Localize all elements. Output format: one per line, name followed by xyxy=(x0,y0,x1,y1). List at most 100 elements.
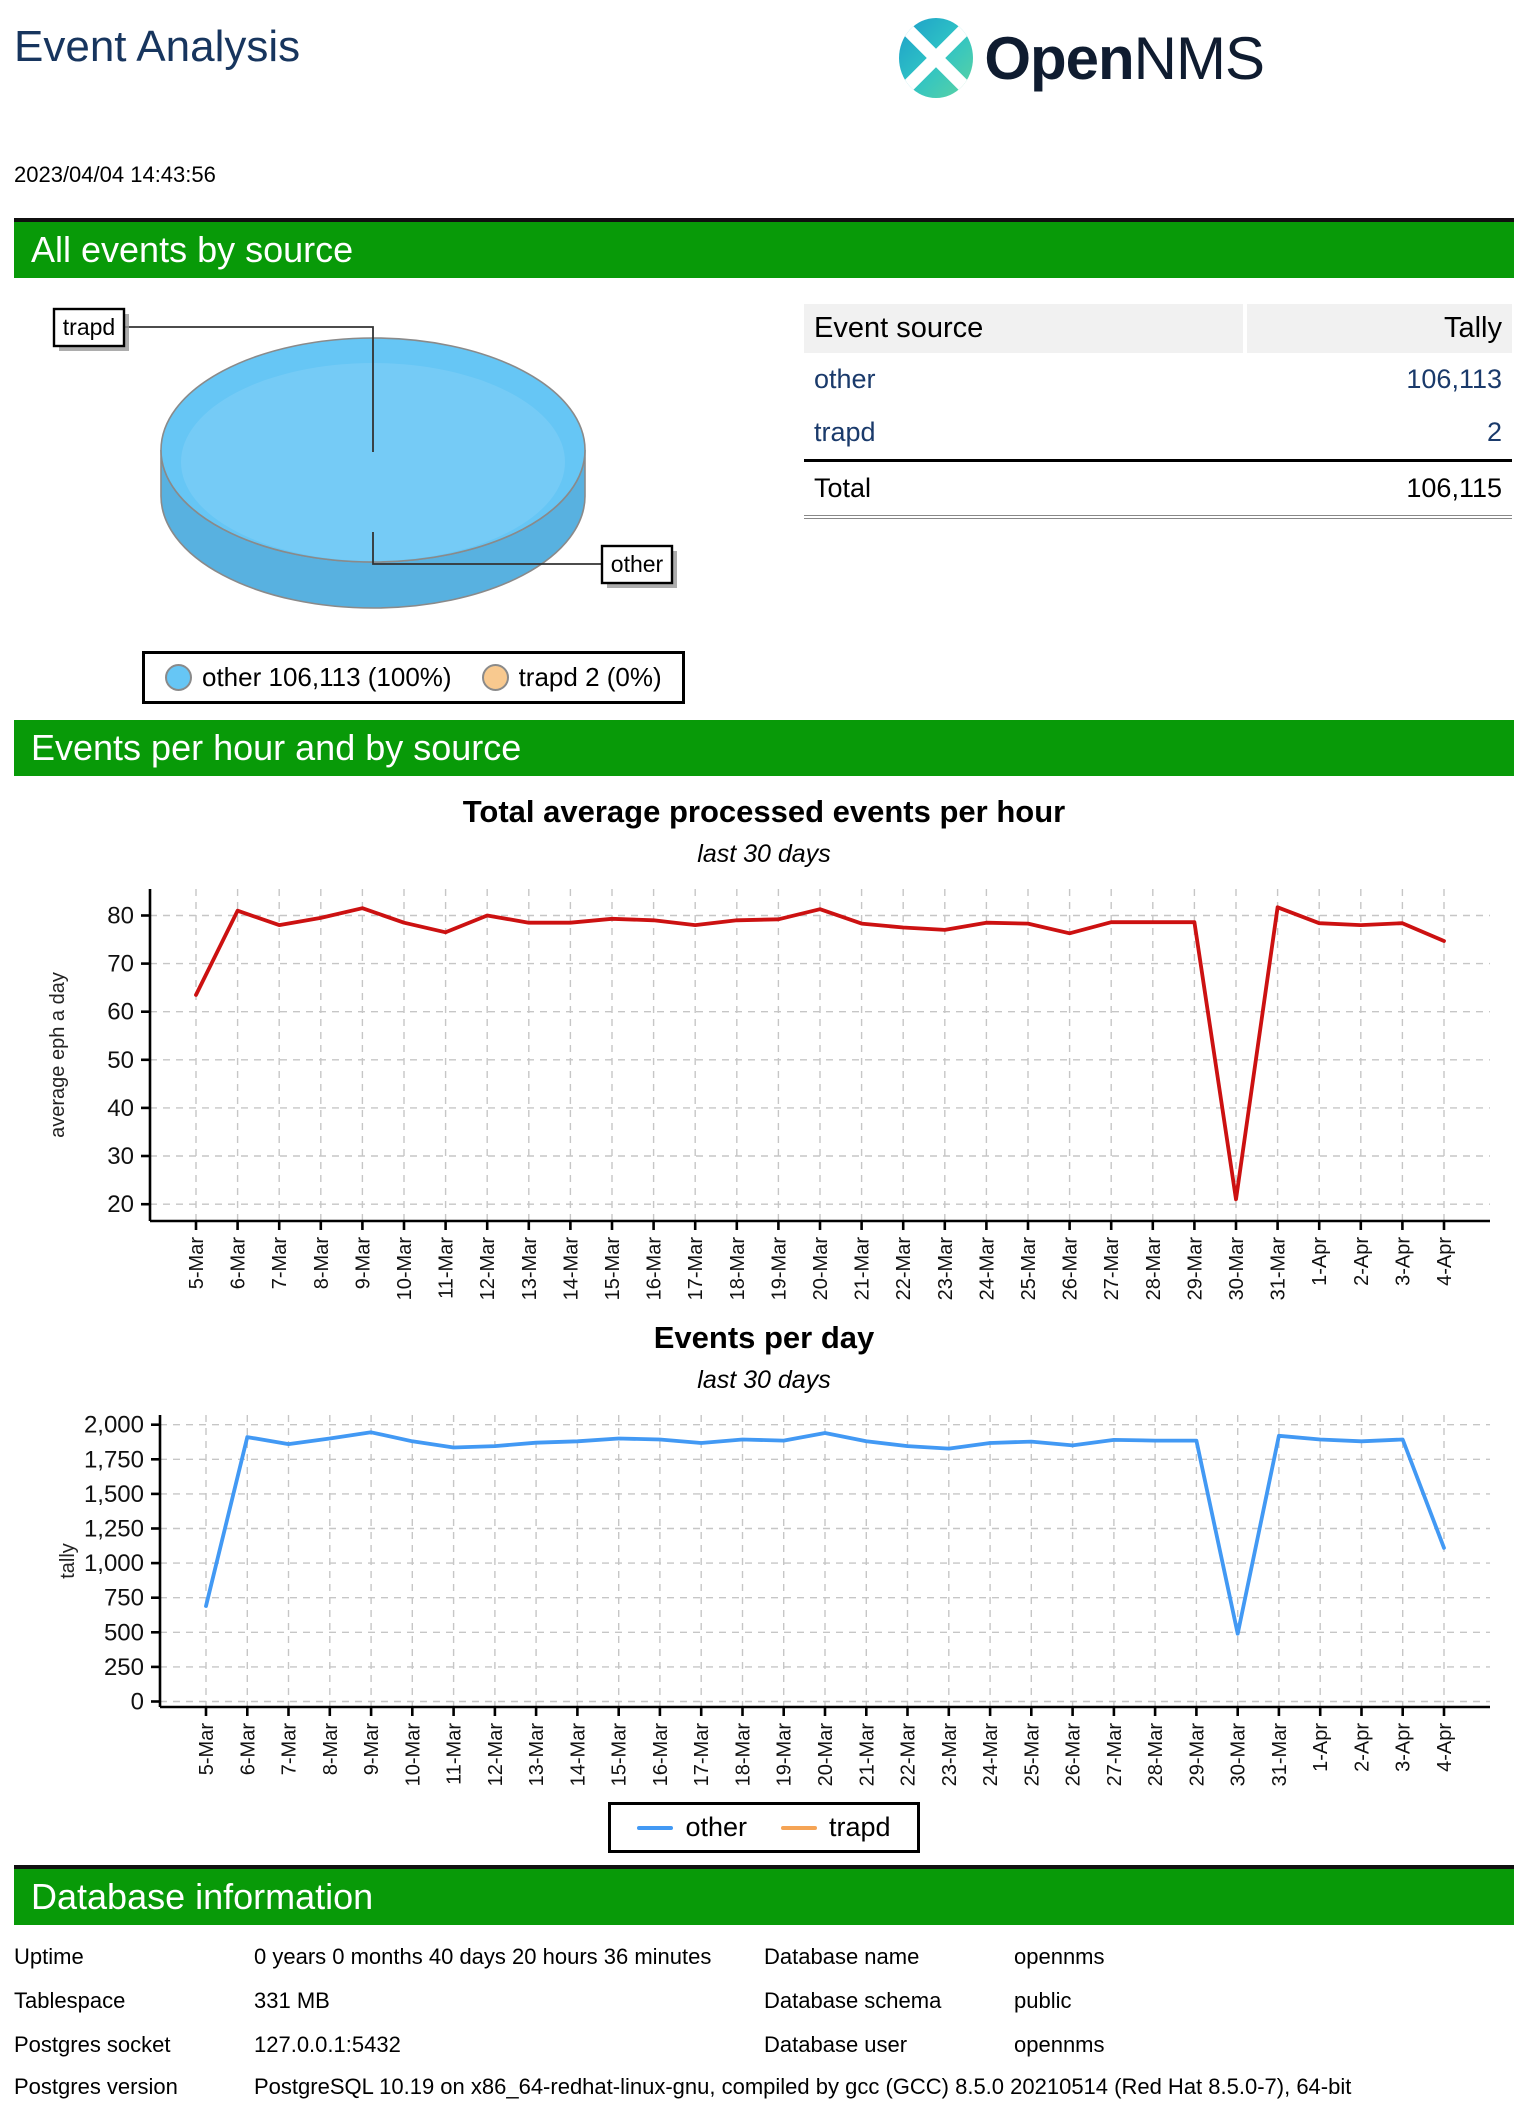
pie-top-highlight xyxy=(181,363,565,561)
x-tick-label: 7-Mar xyxy=(269,1237,291,1290)
epd-chart-title: Events per day xyxy=(653,1320,875,1355)
event-source-cell: other xyxy=(814,364,876,394)
x-tick-label: 29-Mar xyxy=(1186,1723,1208,1787)
x-tick-label: 11-Mar xyxy=(436,1237,458,1299)
event-source-cell: trapd xyxy=(814,417,876,447)
section-banner-database-information: Database information xyxy=(14,1865,1514,1925)
x-tick-label: 22-Mar xyxy=(893,1237,915,1301)
x-tick-label: 2-Apr xyxy=(1351,1237,1373,1286)
x-tick-label: 1-Apr xyxy=(1310,1723,1332,1772)
x-tick-label: 3-Apr xyxy=(1393,1723,1415,1772)
table-row: trapd 2 xyxy=(804,406,1512,461)
line-legend-swatch-icon xyxy=(637,1825,674,1830)
x-tick-label: 8-Mar xyxy=(311,1237,333,1290)
x-tick-label: 12-Mar xyxy=(477,1237,499,1301)
other-callout-line xyxy=(372,532,602,565)
total-tally-cell: 106,115 xyxy=(1245,459,1512,519)
postgres-version-label: Postgres version xyxy=(14,2074,178,2099)
db-info-label: Database name xyxy=(764,1944,920,1969)
x-tick-label: 9-Mar xyxy=(352,1237,374,1290)
events-per-day-legend: other trapd xyxy=(608,1802,920,1853)
y-tick-label: 20 xyxy=(107,1191,134,1218)
y-tick-label: 80 xyxy=(107,903,134,930)
x-tick-label: 21-Mar xyxy=(856,1723,878,1787)
x-tick-label: 28-Mar xyxy=(1143,1237,1165,1301)
db-info-value: opennms xyxy=(1014,2032,1105,2057)
pie-chart-area: trapd other other 106,113 (100%) trapd 2 … xyxy=(14,292,804,704)
x-tick-label: 26-Mar xyxy=(1063,1723,1085,1787)
y-tick-label: 250 xyxy=(104,1654,144,1681)
db-info-row: Database name opennms xyxy=(764,1935,1514,1979)
x-tick-label: 4-Apr xyxy=(1434,1723,1456,1772)
trapd-callout-label: trapd xyxy=(63,314,115,340)
table-row: other 106,113 xyxy=(804,353,1512,406)
y-tick-label: 1,500 xyxy=(84,1481,144,1508)
report-timestamp: 2023/04/04 14:43:56 xyxy=(14,162,216,187)
epd-chart-block: Events per day last 30 days 0 250 500 750 1,… xyxy=(14,1320,1514,1853)
pie-legend-item: other 106,113 (100%) xyxy=(165,662,452,693)
db-info-value: 0 years 0 months 40 days 20 hours 36 min… xyxy=(254,1944,712,1969)
trapd-callout-box xyxy=(52,307,126,348)
x-tick-label: 6-Mar xyxy=(237,1723,259,1776)
x-tick-label: 7-Mar xyxy=(279,1723,301,1776)
x-tick-label: 17-Mar xyxy=(691,1723,713,1787)
y-tick-label: 70 xyxy=(107,951,134,978)
events-per-hour-svg: 20 30 40 50 60 70 80 5-Mar 6-Mar 7-Mar 8-Mar 9-Mar 1… xyxy=(47,889,1490,1301)
report-header: Event Analysis OpenNMS xyxy=(14,0,1514,128)
x-tick-label: 13-Mar xyxy=(526,1723,548,1787)
db-info-row: Uptime 0 years 0 months 40 days 20 hours … xyxy=(14,1935,764,1979)
y-tick-label: 0 xyxy=(131,1689,144,1716)
x-tick-label: 14-Mar xyxy=(567,1723,589,1787)
epd-chart-subtitle: last 30 days xyxy=(697,1366,831,1394)
x-tick-label: 15-Mar xyxy=(609,1723,631,1787)
line-legend-swatch-icon xyxy=(781,1825,817,1830)
x-tick-label: 28-Mar xyxy=(1145,1723,1167,1787)
pie-legend-label: other 106,113 (100%) xyxy=(202,662,452,692)
event-source-pie-chart: trapd other xyxy=(52,307,677,609)
db-info-value: public xyxy=(1014,1988,1072,2013)
section-banner-all-events-by-source: All events by source xyxy=(14,218,1514,278)
x-tick-label: 21-Mar xyxy=(852,1237,874,1301)
db-info-value: 127.0.0.1:5432 xyxy=(254,2032,401,2057)
tally-cell: 2 xyxy=(1486,417,1502,447)
x-tick-label: 31-Mar xyxy=(1269,1723,1291,1787)
x-tick-label: 30-Mar xyxy=(1228,1723,1250,1787)
x-tick-label: 14-Mar xyxy=(560,1237,582,1301)
x-tick-label: 23-Mar xyxy=(939,1723,961,1787)
x-tick-label: 19-Mar xyxy=(768,1237,790,1301)
pie-legend: other 106,113 (100%) trapd 2 (0%) xyxy=(142,651,685,704)
section-banner-events-per-hour: Events per hour and by source xyxy=(14,720,1514,776)
db-info-row: Postgres socket 127.0.0.1:5432 xyxy=(14,2023,764,2067)
x-tick-label: 17-Mar xyxy=(685,1237,707,1301)
y-tick-label: 60 xyxy=(107,999,134,1026)
x-tick-label: 25-Mar xyxy=(1021,1723,1043,1787)
pie-legend-item: trapd 2 (0%) xyxy=(481,662,662,693)
x-tick-label: 29-Mar xyxy=(1184,1237,1206,1301)
events-per-day-svg: 0 250 500 750 1,000 1,250 1,500 1,750 2,000 5-Mar… xyxy=(57,1412,1490,1787)
y-tick-label: 2,000 xyxy=(84,1412,144,1439)
eph-chart-title: Total average processed events per hour xyxy=(462,794,1066,829)
x-tick-label: 4-Apr xyxy=(1434,1237,1456,1286)
postgres-version-value: PostgreSQL 10.19 on x86_64-redhat-linux-… xyxy=(254,2074,1352,2099)
average events per hour-series-line xyxy=(194,905,1446,1202)
eph-chart-block: Total average processed events per hour … xyxy=(14,794,1514,1314)
page-title: Event Analysis xyxy=(14,22,301,71)
db-info-value: 331 MB xyxy=(254,1988,330,2013)
trapd-callout-line xyxy=(124,326,374,452)
eph-chart-subtitle: last 30 days xyxy=(697,840,831,868)
db-info-label: Tablespace xyxy=(14,1988,126,2013)
x-tick-label: 8-Mar xyxy=(320,1723,342,1776)
db-info-label: Database schema xyxy=(764,1988,942,2013)
x-tick-label: 18-Mar xyxy=(733,1723,755,1787)
db-info-value: opennms xyxy=(1014,1944,1105,1969)
col-header-tally: Tally xyxy=(1243,304,1512,353)
other-series-line xyxy=(204,1430,1446,1636)
eph-chart: 20 30 40 50 60 70 80 5-Mar 6-Mar 7-Mar 8-Mar 9-Mar 1… xyxy=(14,875,1514,1314)
logo-text-nms: NMS xyxy=(1133,24,1265,92)
y-tick-label: 1,000 xyxy=(84,1550,144,1577)
x-tick-label: 1-Apr xyxy=(1309,1237,1331,1286)
y-axis-title: average eph a day xyxy=(47,972,69,1138)
x-tick-label: 22-Mar xyxy=(898,1723,920,1787)
y-tick-label: 50 xyxy=(107,1047,134,1074)
x-tick-label: 23-Mar xyxy=(935,1237,957,1301)
